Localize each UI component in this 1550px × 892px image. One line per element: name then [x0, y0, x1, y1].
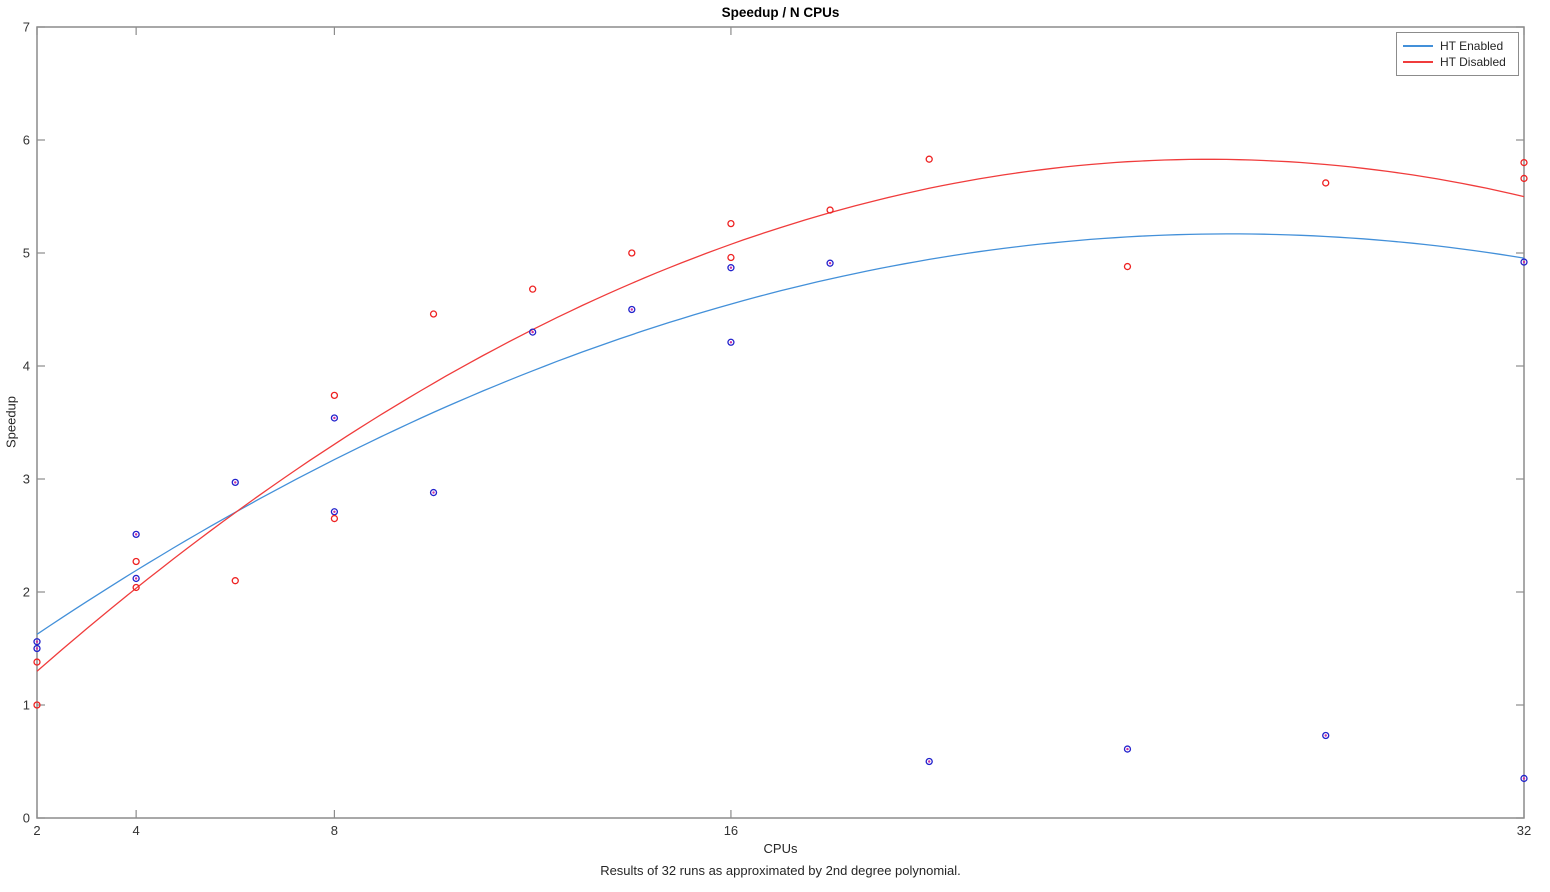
data-point-1	[1322, 179, 1330, 187]
data-point-1	[330, 514, 339, 523]
y-axis-label: Speedup	[3, 395, 19, 449]
data-point-1	[727, 219, 735, 228]
data-point-0	[1520, 258, 1528, 266]
data-point-1	[132, 583, 140, 592]
data-point-1	[1123, 262, 1132, 271]
data-point-1	[33, 701, 41, 709]
data-point-0	[628, 305, 636, 314]
x-tick-label: 16	[724, 823, 738, 838]
data-point-1	[826, 206, 834, 214]
data-point-center-0	[1522, 777, 1526, 780]
data-point-center-0	[234, 481, 237, 484]
y-tick-label: 7	[23, 20, 30, 35]
data-point-1	[1520, 158, 1528, 167]
data-point-center-0	[828, 261, 832, 265]
data-point-1	[1520, 174, 1528, 183]
data-point-center-0	[432, 491, 435, 494]
data-point-1	[33, 658, 41, 666]
data-point-center-0	[35, 647, 39, 650]
legend-label-ht-enabled: HT Enabled	[1440, 39, 1504, 53]
x-tick-label: 2	[33, 823, 40, 838]
x-tick-label: 32	[1517, 823, 1531, 838]
data-point-0	[33, 644, 41, 653]
data-point-center-0	[1126, 747, 1129, 751]
data-point-center-0	[134, 533, 138, 536]
data-point-1	[330, 391, 339, 400]
data-point-center-0	[928, 760, 931, 763]
data-point-0	[826, 259, 834, 267]
figure-caption: Results of 32 runs as approximated by 2n…	[600, 863, 961, 878]
x-tick-label: 4	[133, 823, 140, 838]
y-tick-label: 6	[23, 133, 30, 148]
y-tick-label: 0	[23, 811, 30, 826]
data-point-0	[33, 638, 41, 646]
ht-enabled-line-swatch	[1403, 45, 1433, 47]
data-point-1	[429, 310, 438, 318]
data-point-center-0	[630, 308, 633, 311]
data-point-center-0	[333, 510, 336, 513]
axes-frame	[36, 26, 1525, 819]
y-tick-label: 5	[23, 246, 30, 261]
data-point-center-0	[531, 330, 534, 334]
ht-disabled-line-swatch	[1403, 61, 1433, 63]
data-point-0	[727, 264, 735, 272]
legend: HT Enabled HT Disabled	[1396, 32, 1519, 76]
x-tick-label: 8	[331, 823, 338, 838]
y-tick-label: 1	[23, 698, 30, 713]
data-point-center-0	[333, 416, 336, 420]
data-point-0	[330, 508, 339, 516]
data-point-1	[529, 285, 537, 293]
legend-label-ht-disabled: HT Disabled	[1440, 55, 1506, 69]
y-tick-label: 3	[23, 472, 30, 487]
data-point-0	[1322, 731, 1330, 740]
legend-item-ht-disabled: HT Disabled	[1403, 54, 1512, 70]
data-point-0	[132, 530, 140, 539]
y-tick-label: 4	[23, 359, 30, 374]
data-point-1	[132, 557, 140, 566]
data-point-center-0	[729, 341, 733, 344]
data-point-0	[529, 328, 537, 336]
data-point-1	[231, 577, 239, 585]
data-point-1	[727, 253, 735, 262]
data-point-center-0	[134, 577, 138, 580]
data-point-center-0	[1324, 734, 1327, 737]
data-point-center-0	[729, 266, 733, 269]
data-point-center-0	[35, 640, 39, 643]
data-point-0	[1520, 774, 1528, 783]
data-point-0	[1123, 745, 1132, 753]
y-tick-label: 2	[23, 585, 30, 600]
fit-curve-1	[36, 158, 1525, 672]
legend-item-ht-enabled: HT Enabled	[1403, 38, 1512, 54]
fit-curve-0	[36, 233, 1525, 635]
chart-title: Speedup / N CPUs	[721, 5, 840, 20]
data-point-0	[727, 338, 735, 346]
data-point-0	[132, 574, 140, 583]
data-point-1	[628, 249, 636, 257]
data-point-1	[925, 155, 933, 163]
data-point-0	[925, 757, 933, 766]
data-point-0	[429, 488, 438, 497]
data-point-0	[330, 414, 339, 422]
data-point-0	[231, 478, 239, 487]
data-point-center-0	[1522, 260, 1526, 264]
x-axis-label: CPUs	[763, 841, 798, 856]
